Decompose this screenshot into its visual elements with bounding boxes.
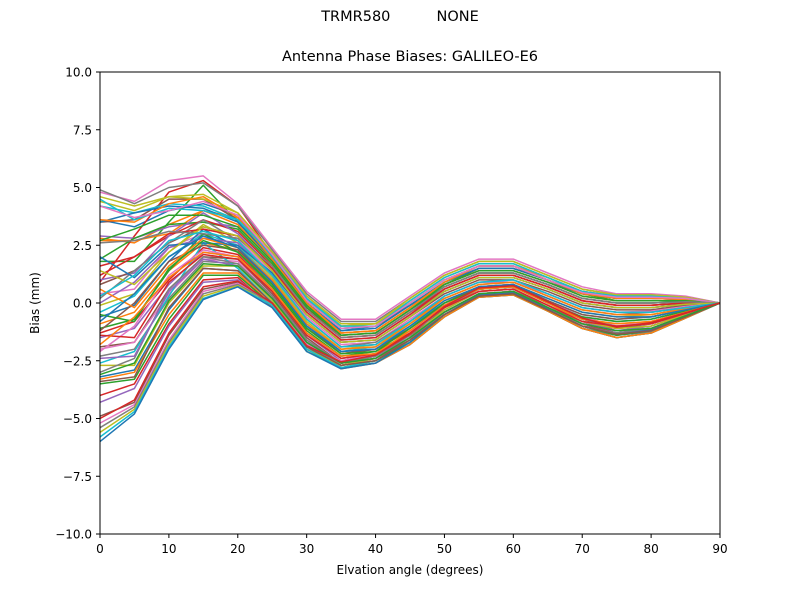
x-tick-label: 10	[161, 542, 176, 556]
x-tick-label: 70	[575, 542, 590, 556]
series-line	[99, 282, 721, 424]
y-tick-label: −2.5	[63, 354, 92, 368]
y-tick-label: −10.0	[55, 528, 92, 542]
series-line	[99, 200, 721, 330]
radome-name: NONE	[436, 9, 479, 25]
series-line	[99, 228, 720, 341]
series-line	[99, 195, 721, 334]
series-line	[99, 235, 721, 353]
y-tick-label: 0.0	[73, 297, 92, 311]
series-line	[99, 253, 721, 360]
y-tick-label: 5.0	[73, 181, 92, 195]
x-axis-label: Elvation angle (degrees)	[337, 563, 484, 577]
series-line	[99, 272, 721, 380]
x-axis-ticks: 0 10 20 30 40 50 60 70 80 90	[96, 534, 728, 556]
series-line	[99, 237, 721, 350]
x-tick-label: 90	[712, 542, 727, 556]
x-tick-label: 50	[437, 542, 452, 556]
y-axis-label: Bias (mm)	[28, 272, 42, 334]
x-tick-label: 40	[368, 542, 383, 556]
y-axis-ticks: −10.0 −7.5 −5.0 −2.5 0.0 2.5 5.0 7.5 10.0	[55, 66, 100, 542]
series-line	[99, 193, 721, 325]
series-line	[99, 198, 721, 327]
x-tick-label: 20	[230, 542, 245, 556]
plot-lines	[99, 175, 721, 443]
y-tick-label: −7.5	[63, 470, 92, 484]
series-line	[99, 175, 721, 320]
series-line	[99, 214, 721, 337]
series-line	[99, 280, 721, 420]
figure-suptitle: TRMR580 NONE	[0, 9, 800, 25]
x-tick-label: 60	[506, 542, 521, 556]
y-tick-label: −5.0	[63, 412, 92, 426]
series-line	[99, 230, 721, 348]
y-tick-label: 7.5	[73, 123, 92, 137]
series-line	[99, 267, 721, 383]
series-line	[99, 262, 721, 376]
series-line	[99, 239, 721, 355]
y-tick-label: 10.0	[65, 66, 92, 80]
y-tick-label: 2.5	[73, 239, 92, 253]
x-tick-label: 0	[96, 542, 104, 556]
series-line	[99, 230, 721, 339]
series-line	[99, 226, 721, 344]
series-line	[99, 251, 721, 357]
antenna-name: TRMR580	[321, 9, 391, 25]
chart-title: Antenna Phase Biases: GALILEO-E6	[281, 49, 539, 65]
x-tick-label: 80	[643, 542, 658, 556]
x-tick-label: 30	[299, 542, 314, 556]
